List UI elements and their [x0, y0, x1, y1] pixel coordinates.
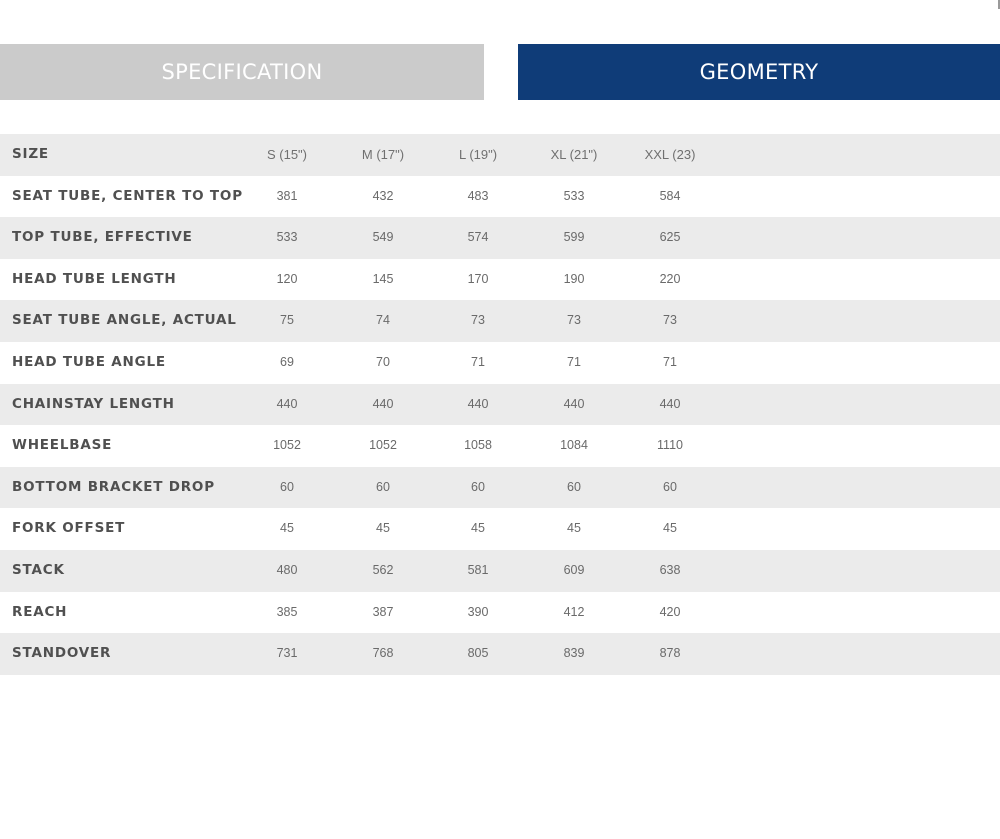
row-value: 45 [663, 521, 677, 536]
row-value: 768 [372, 646, 394, 661]
row-value: 581 [467, 562, 489, 577]
row-value: 731 [276, 646, 298, 661]
row-value: 533 [563, 188, 585, 203]
row-value: 549 [372, 230, 394, 245]
row-value: 60 [376, 479, 390, 494]
row-label: SEAT TUBE, CENTER TO TOP [12, 187, 243, 204]
row-value: 220 [659, 271, 681, 286]
table-body: SEAT TUBE, CENTER TO TOP 381 432 483 533 584 T… [0, 176, 1000, 675]
tab-specification[interactable]: SPECIFICATION [0, 44, 484, 100]
table-row: SEAT TUBE ANGLE, ACTUAL 75 74 73 73 73 [0, 300, 1000, 342]
row-value: 60 [280, 479, 294, 494]
row-value: 381 [276, 188, 298, 203]
row-value: 533 [276, 230, 298, 245]
row-value: 69 [280, 354, 294, 369]
size-header-s: S (15") [266, 147, 307, 162]
table-row: REACH 385 387 390 412 420 [0, 592, 1000, 634]
tab-geometry[interactable]: GEOMETRY [518, 44, 1000, 100]
table-row: SEAT TUBE, CENTER TO TOP 381 432 483 533 584 [0, 176, 1000, 218]
row-value: 483 [467, 188, 489, 203]
row-value: 45 [567, 521, 581, 536]
row-value: 71 [471, 354, 485, 369]
row-value: 1110 [657, 438, 683, 453]
row-label: WHEELBASE [12, 437, 113, 454]
size-header-l: L (19") [458, 147, 498, 162]
row-value: 1084 [560, 438, 588, 453]
table-row: STANDOVER 731 768 805 839 878 [0, 633, 1000, 675]
row-value: 625 [659, 230, 681, 245]
row-value: 71 [663, 354, 677, 369]
table-row: TOP TUBE, EFFECTIVE 533 549 574 599 625 [0, 217, 1000, 259]
row-label: REACH [12, 603, 68, 620]
row-value: 74 [376, 313, 390, 328]
table-row: BOTTOM BRACKET DROP 60 60 60 60 60 [0, 466, 1000, 509]
row-label: CHAINSTAY LENGTH [12, 395, 175, 412]
table-row: HEAD TUBE LENGTH 120 145 170 190 220 [0, 259, 1000, 301]
row-value: 638 [659, 562, 681, 577]
row-value: 190 [563, 271, 585, 286]
table-row: CHAINSTAY LENGTH 440 440 440 440 440 [0, 383, 1000, 426]
row-value: 60 [663, 479, 677, 494]
table-row: WHEELBASE 1052 1052 1058 1084 1110 [0, 425, 1000, 467]
row-label: STACK [12, 561, 65, 578]
table-header-row: SIZE S (15") M (17") L (19") XL (21") XX… [0, 134, 1000, 176]
row-label: TOP TUBE, EFFECTIVE [12, 229, 193, 246]
row-value: 839 [563, 646, 585, 661]
table-row: STACK 480 562 581 609 638 [0, 549, 1000, 592]
row-value: 70 [376, 354, 390, 369]
row-value: 584 [659, 188, 681, 203]
row-value: 120 [276, 271, 298, 286]
row-value: 385 [276, 604, 298, 619]
row-value: 440 [276, 396, 298, 411]
row-value: 1058 [464, 438, 492, 453]
row-label: HEAD TUBE LENGTH [12, 270, 177, 287]
row-value: 170 [467, 271, 489, 286]
row-value: 1052 [273, 438, 301, 453]
row-value: 440 [659, 396, 681, 411]
row-value: 387 [372, 604, 394, 619]
row-value: 599 [563, 230, 585, 245]
row-label: SEAT TUBE ANGLE, ACTUAL [12, 312, 237, 329]
row-value: 878 [659, 646, 681, 661]
row-value: 45 [376, 521, 390, 536]
row-value: 805 [467, 646, 489, 661]
corner-mark [998, 0, 1000, 9]
row-label: STANDOVER [12, 645, 112, 662]
size-header-xxl: XXL (23) [644, 147, 696, 162]
row-value: 145 [372, 271, 394, 286]
row-value: 73 [471, 313, 485, 328]
row-value: 480 [276, 562, 298, 577]
table-row: FORK OFFSET 45 45 45 45 45 [0, 508, 1000, 550]
row-value: 562 [372, 562, 394, 577]
table-row: HEAD TUBE ANGLE 69 70 71 71 71 [0, 342, 1000, 384]
row-value: 1052 [369, 438, 397, 453]
tab-bar: SPECIFICATION GEOMETRY [0, 44, 1000, 100]
geometry-table: SIZE S (15") M (17") L (19") XL (21") XX… [0, 134, 1000, 675]
size-header-m: M (17") [361, 147, 405, 162]
row-value: 45 [471, 521, 485, 536]
row-value: 420 [659, 604, 681, 619]
row-value: 75 [280, 313, 294, 328]
row-label: HEAD TUBE ANGLE [12, 353, 166, 370]
row-value: 432 [372, 188, 394, 203]
row-value: 71 [567, 354, 581, 369]
row-value: 73 [567, 313, 581, 328]
row-label: FORK OFFSET [12, 520, 126, 537]
row-value: 440 [372, 396, 394, 411]
row-label: BOTTOM BRACKET DROP [12, 478, 215, 495]
row-value: 390 [467, 604, 489, 619]
row-value: 412 [563, 604, 585, 619]
size-header-label: SIZE [12, 146, 49, 162]
row-value: 440 [563, 396, 585, 411]
row-value: 73 [663, 313, 677, 328]
row-value: 609 [563, 562, 585, 577]
row-value: 60 [567, 479, 581, 494]
size-header-xl: XL (21") [550, 147, 598, 162]
row-value: 45 [280, 521, 294, 536]
row-value: 440 [467, 396, 489, 411]
row-value: 60 [471, 479, 485, 494]
row-value: 574 [467, 230, 489, 245]
